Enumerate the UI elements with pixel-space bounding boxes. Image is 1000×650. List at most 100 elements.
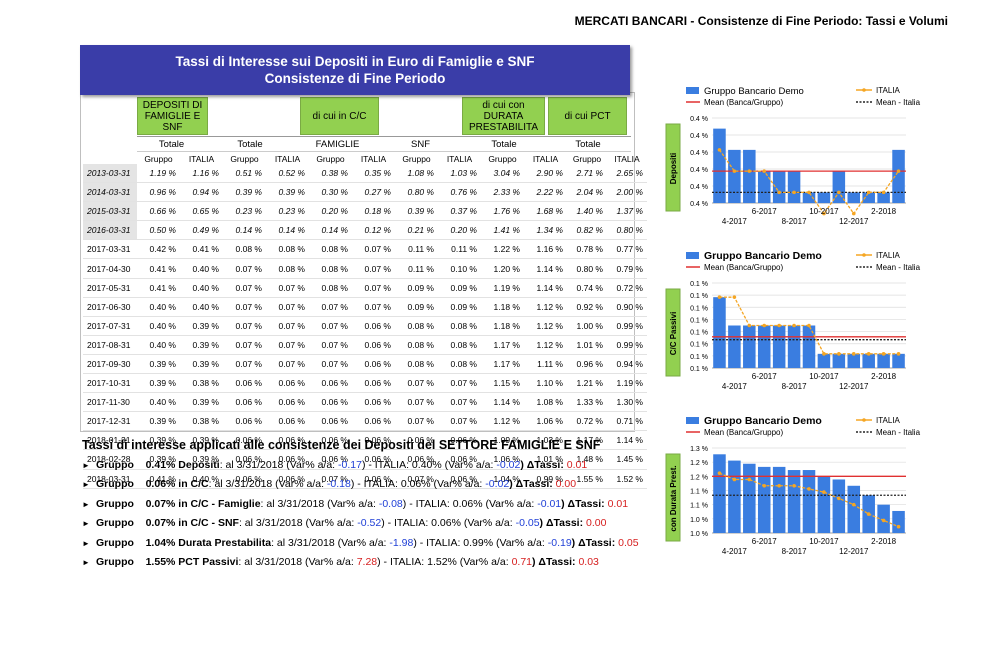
italia-point (732, 169, 737, 173)
bar-bank (757, 171, 771, 203)
cell-italia: 0.06 % (352, 354, 395, 375)
cell-italia: 0.07 % (266, 335, 309, 355)
rates-data-table: 2013-03-31 1.19 % 1.16 % 0.51 % 0.52 % 0.38 %… (83, 164, 647, 489)
table-row: 2014-03-31 0.96 % 0.94 % 0.39 % 0.39 % 0.30 %… (83, 182, 647, 203)
bar-bank (772, 325, 786, 368)
cell-gruppo: 0.08 % (309, 278, 352, 298)
cell-italia: 0.08 % (438, 316, 481, 336)
summary-section: Tassi di interesse applicati alle consis… (82, 438, 639, 572)
summary-value: 0.06% in C/C (145, 478, 209, 491)
summary-label: Gruppo (96, 459, 134, 471)
cell-italia: 0.49 % (180, 220, 223, 241)
bar-bank (832, 353, 846, 368)
bar-bank (847, 353, 861, 368)
cell-gruppo: 0.08 % (223, 239, 266, 260)
row-date: 2017-04-30 (83, 258, 137, 279)
x-tick-label: 8-2017 (782, 382, 807, 391)
chart-cc-passivi: Gruppo Bancario Demo Mean (Banca/Gruppo) I… (650, 245, 940, 405)
spacer (134, 556, 146, 568)
bar-bank (802, 192, 816, 203)
bar-bank (832, 479, 846, 533)
cell-italia: 0.41 % (180, 239, 223, 260)
cell-gruppo: 0.07 % (223, 258, 266, 279)
cell-gruppo: 0.06 % (223, 469, 266, 489)
spacer (134, 478, 146, 490)
cell-gruppo: 0.41 % (137, 278, 180, 298)
italia-point (822, 490, 826, 494)
table-row: 2018-03-31 0.41 % 0.40 % 0.06 % 0.06 % 0.07 %… (83, 469, 647, 489)
italia-point (881, 352, 886, 356)
cell-gruppo: 0.06 % (309, 449, 352, 470)
y-tick-label: 1.1 % (690, 503, 708, 510)
legend-mean-italia-label: Mean - Italia (876, 263, 921, 272)
summary-label: Gruppo (96, 517, 134, 530)
col-label-gruppo: Gruppo (316, 154, 345, 164)
cell-italia: 1.03 % (438, 164, 481, 184)
legend-italia-marker (862, 253, 866, 257)
y-tick-label: 0.4 % (690, 116, 708, 123)
y-tick-label: 0.1 % (690, 330, 708, 337)
cell-italia: 0.40 % (180, 469, 223, 489)
cell-italia: 0.06 % (266, 411, 309, 432)
cell-gruppo: 0.07 % (395, 373, 438, 394)
cell-gruppo: 0.96 % (137, 182, 180, 203)
summary-italia-var: 0.71 (511, 555, 532, 568)
cell-gruppo: 0.07 % (395, 392, 438, 413)
cell-gruppo: 0.72 % (567, 411, 607, 432)
col-label-gruppo: Gruppo (572, 154, 602, 164)
group-header-cc: di cui in C/C (300, 97, 379, 135)
cell-italia: 1.11 % (524, 354, 567, 375)
summary-title: Tassi di interesse applicati alle consis… (82, 438, 601, 452)
cell-gruppo: 1.76 % (481, 201, 524, 222)
cell-gruppo: 1.09 % (481, 430, 524, 451)
cell-gruppo: 0.30 % (309, 182, 352, 203)
x-tick-label: 2-2018 (871, 207, 896, 216)
cell-gruppo: 1.12 % (481, 411, 524, 432)
cell-gruppo: 1.19 % (137, 164, 180, 184)
cell-gruppo: 0.06 % (309, 373, 352, 394)
cell-italia: 1.16 % (524, 239, 567, 260)
bar-bank (862, 192, 875, 203)
cell-gruppo: 0.06 % (309, 430, 352, 451)
col-label-italia: ITALIA (532, 154, 559, 164)
summary-delta-label: ) ΔTassi: (509, 478, 556, 491)
header-rule-mid (137, 151, 631, 152)
bar-bank (877, 353, 890, 368)
bar-bank (802, 325, 816, 368)
summary-delta-label: ) ΔTassi: (561, 497, 608, 510)
cell-italia: 1.14 % (524, 258, 567, 279)
legend-bank-label: Gruppo Bancario Demo (704, 415, 822, 427)
italia-point (717, 295, 722, 299)
summary-var: -0.08 (378, 497, 403, 510)
cell-italia: 2.00 % (607, 182, 647, 203)
y-tick-label: 0.4 % (690, 133, 708, 140)
cell-italia: 0.23 % (266, 201, 309, 222)
cell-gruppo: 0.39 % (223, 182, 266, 203)
summary-date: : al 3/31/2018 (Var% a/a: (238, 517, 358, 530)
col-label-gruppo: Gruppo (488, 154, 517, 164)
cell-gruppo: 0.08 % (395, 354, 438, 375)
side-label-group: Depositi (665, 123, 681, 212)
table-row: 2013-03-31 1.19 % 1.16 % 0.51 % 0.52 % 0.38 %… (83, 164, 647, 184)
summary-var: -1.98 (389, 536, 414, 549)
cell-italia: 0.99 % (607, 316, 647, 336)
cell-italia: 0.39 % (180, 316, 223, 336)
cell-italia: 1.34 % (524, 220, 567, 241)
x-tick-label: 4-2017 (722, 382, 747, 391)
row-date: 2014-03-31 (83, 182, 137, 203)
cell-gruppo: 1.17 % (481, 354, 524, 375)
cell-gruppo: 0.40 % (137, 392, 180, 413)
italia-point (807, 487, 811, 491)
cell-gruppo: 1.00 % (567, 316, 607, 336)
cell-gruppo: 0.23 % (223, 201, 266, 222)
cell-gruppo: 0.06 % (309, 411, 352, 432)
cell-italia: 0.07 % (266, 297, 309, 317)
bar-bank (713, 454, 726, 533)
italia-point (777, 190, 781, 195)
cell-gruppo: 0.06 % (223, 449, 266, 470)
cell-italia: 0.37 % (438, 201, 481, 222)
italia-point (777, 483, 781, 488)
cell-italia: 0.94 % (180, 182, 223, 203)
bar-bank (892, 353, 905, 368)
subheader-famiglie: FAMIGLIE (315, 139, 360, 150)
